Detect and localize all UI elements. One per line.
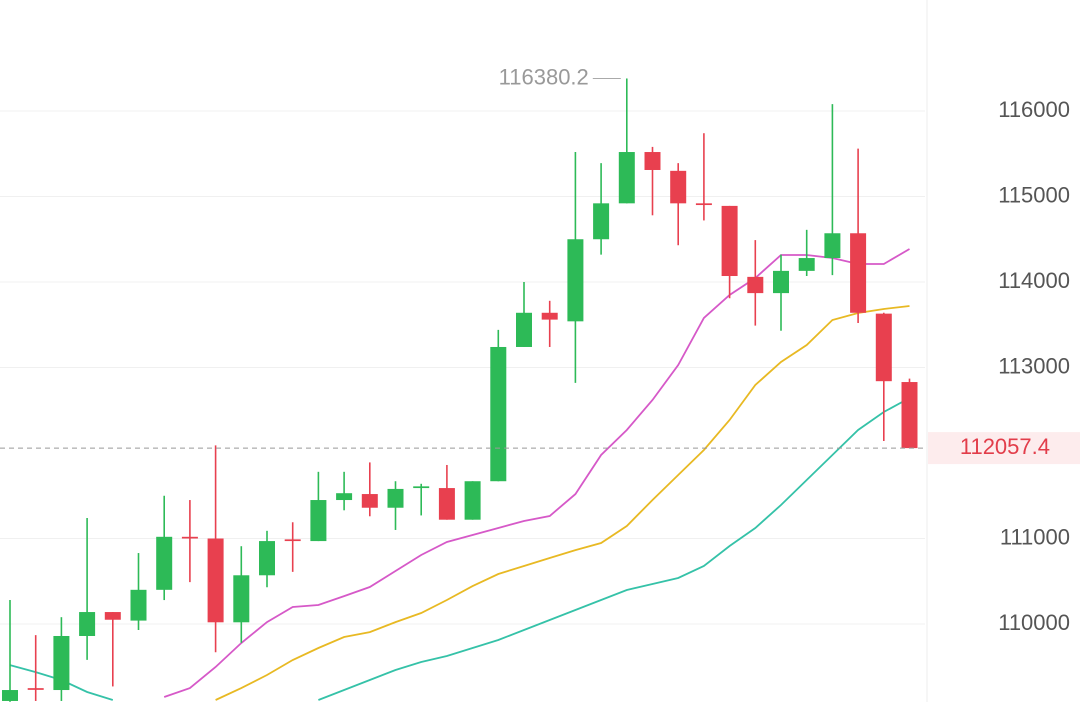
candle-body xyxy=(490,346,507,482)
candle-body xyxy=(387,488,404,508)
candle-body xyxy=(516,312,532,347)
candle-body xyxy=(773,270,789,294)
candle-body xyxy=(567,239,584,322)
ma-line xyxy=(215,305,910,701)
ma-line xyxy=(9,397,910,701)
labels: 110000 111000 113000 114000 115000 116000 1163… xyxy=(0,64,1080,635)
y-tick-label: 116000 xyxy=(998,97,1070,122)
candle-body xyxy=(593,203,610,240)
candle-body xyxy=(438,488,455,520)
candle-body xyxy=(541,312,558,320)
candle-body xyxy=(336,493,353,501)
candle-body xyxy=(181,536,198,539)
candle-body xyxy=(53,635,70,691)
y-tick-label: 110000 xyxy=(998,610,1070,635)
candle-body xyxy=(464,481,481,520)
candle-body xyxy=(207,538,224,623)
candle-body xyxy=(259,541,275,576)
y-tick-label: 113000 xyxy=(998,353,1070,378)
candle-body xyxy=(824,233,841,259)
y-tick-label: 114000 xyxy=(998,268,1070,293)
candle-body xyxy=(670,170,687,204)
grid xyxy=(0,110,925,625)
candle-body xyxy=(901,382,918,449)
candle-body xyxy=(310,500,327,542)
candle-body xyxy=(284,539,301,542)
candle-body xyxy=(130,589,147,621)
candle-body xyxy=(695,203,712,206)
candle-body xyxy=(798,258,815,271)
candle-body xyxy=(747,276,764,294)
candle-body xyxy=(721,205,738,277)
candle-body xyxy=(104,612,121,620)
candle-body xyxy=(233,575,250,623)
y-tick-label: 111000 xyxy=(1000,524,1070,549)
candle-body xyxy=(850,233,867,313)
ma-line xyxy=(163,248,910,698)
candle-body xyxy=(875,313,892,382)
candle-body xyxy=(156,536,173,590)
candle-body xyxy=(618,152,635,204)
candle-body xyxy=(79,612,96,636)
candle-body xyxy=(644,152,661,170)
last-price-box xyxy=(928,432,1080,465)
candle-body xyxy=(2,690,18,701)
candle-body xyxy=(413,486,430,489)
candle-body xyxy=(361,494,378,508)
candles xyxy=(2,78,918,702)
max-label: 116380.2 xyxy=(499,64,589,89)
y-tick-label: 115000 xyxy=(998,182,1070,207)
candle-body xyxy=(27,688,44,690)
moving-averages xyxy=(9,248,910,701)
last-price-label: 112057.4 xyxy=(960,434,1050,459)
